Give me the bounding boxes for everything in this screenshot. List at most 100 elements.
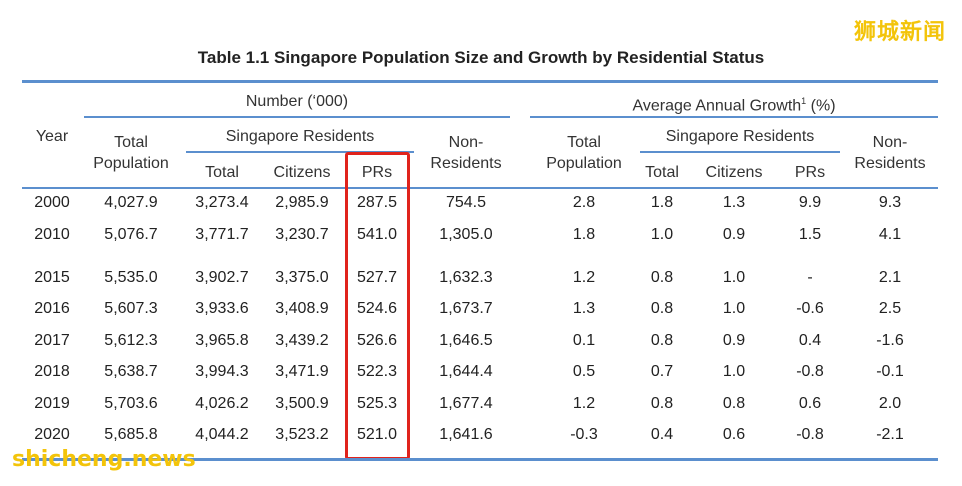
header-total-population: Total Population [86,132,176,174]
header-total-population-line1: Total [114,134,148,151]
cell-citizens: 3,230.7 [275,226,329,243]
cell-citizens: 3,500.9 [275,395,329,412]
cell-total-population: 5,612.3 [104,332,158,349]
header-total-population-line2: Population [93,155,169,172]
cell-growth-total-population: 1.8 [572,226,596,243]
cell-total-population: 5,607.3 [104,300,158,317]
cell-growth-citizens: 0.9 [722,332,746,349]
cell-residents-total: 3,273.4 [195,194,249,211]
cell-growth-total-population: 1.3 [572,300,596,317]
top-rule [22,80,938,83]
header-growth-non-residents-line2: Residents [854,155,926,172]
header-growth-non-residents-line1: Non- [872,134,908,151]
header-number-group: Number (‘000) [245,93,349,110]
cell-growth-residents-total: 0.8 [650,269,674,286]
cell-non-residents: 1,644.4 [439,363,493,380]
bottom-rule [22,458,938,461]
cell-residents-total: 3,933.6 [195,300,249,317]
watermark-site: shicheng.news [12,447,196,472]
header-year: Year [35,128,69,145]
cell-growth-non-residents: 4.1 [878,226,902,243]
cell-growth-citizens: 1.0 [722,300,746,317]
header-growth-total-population-line1: Total [567,134,601,151]
cell-growth-non-residents: 2.0 [878,395,902,412]
cell-growth-residents-total: 0.8 [650,395,674,412]
cell-residents-total: 4,026.2 [195,395,249,412]
cell-year: 2020 [34,426,70,443]
cell-year: 2017 [34,332,70,349]
header-non-residents-line1: Non- [448,134,484,151]
growth-residents-underline [640,151,840,153]
cell-prs: 526.6 [356,332,398,349]
cell-growth-residents-total: 0.8 [650,300,674,317]
cell-non-residents: 1,673.7 [439,300,493,317]
cell-growth-residents-total: 1.0 [650,226,674,243]
cell-non-residents: 1,632.3 [439,269,493,286]
cell-growth-total-population: 0.5 [572,363,596,380]
cell-growth-non-residents: -1.6 [876,332,904,349]
header-growth-residents-total: Total [645,164,679,181]
header-non-residents: Non- Residents [418,132,514,174]
cell-growth-total-population: 1.2 [572,395,596,412]
cell-growth-citizens: 1.3 [722,194,746,211]
cell-growth-prs: 9.9 [798,194,822,211]
watermark-logo-chinese: 狮城新闻 [853,20,946,45]
cell-residents-total: 3,902.7 [195,269,249,286]
cell-growth-non-residents: -0.1 [876,363,904,380]
cell-growth-total-population: 2.8 [572,194,596,211]
cell-growth-prs: -0.8 [796,426,824,443]
header-growth-singapore-residents: Singapore Residents [665,128,815,145]
cell-growth-citizens: 0.8 [722,395,746,412]
cell-total-population: 4,027.9 [104,194,158,211]
header-growth-citizens: Citizens [705,164,763,181]
number-residents-underline [186,151,414,153]
cell-non-residents: 1,641.6 [439,426,493,443]
cell-prs: 524.6 [356,300,398,317]
cell-citizens: 3,408.9 [275,300,329,317]
cell-growth-total-population: 0.1 [572,332,596,349]
cell-growth-non-residents: 2.1 [878,269,902,286]
cell-growth-residents-total: 1.8 [650,194,674,211]
header-growth-non-residents: Non- Residents [842,132,938,174]
header-growth-total-population-line2: Population [546,155,622,172]
header-prs: PRs [361,164,393,181]
cell-growth-prs: 0.6 [798,395,822,412]
header-growth-footnote: 1 [801,96,807,106]
cell-growth-residents-total: 0.8 [650,332,674,349]
cell-year: 2019 [34,395,70,412]
cell-total-population: 5,076.7 [104,226,158,243]
cell-citizens: 3,523.2 [275,426,329,443]
cell-citizens: 2,985.9 [275,194,329,211]
cell-citizens: 3,375.0 [275,269,329,286]
cell-total-population: 5,638.7 [104,363,158,380]
cell-year: 2016 [34,300,70,317]
header-growth-label: Average Annual Growth [632,97,802,115]
number-group-underline [84,116,510,118]
cell-growth-citizens: 0.6 [722,426,746,443]
cell-growth-citizens: 0.9 [722,226,746,243]
cell-growth-prs: -0.6 [796,300,824,317]
cell-growth-non-residents: 9.3 [878,194,902,211]
prs-highlight-box [345,152,410,460]
cell-year: 2000 [34,194,70,211]
cell-residents-total: 4,044.2 [195,426,249,443]
cell-growth-non-residents: -2.1 [876,426,904,443]
growth-group-underline [530,116,938,118]
cell-residents-total: 3,771.7 [195,226,249,243]
cell-non-residents: 1,677.4 [439,395,493,412]
cell-year: 2010 [34,226,70,243]
header-residents-total: Total [205,164,239,181]
table-title: Table 1.1 Singapore Population Size and … [197,48,765,67]
header-non-residents-line2: Residents [430,155,502,172]
cell-prs: 521.0 [356,426,398,443]
cell-total-population: 5,703.6 [104,395,158,412]
cell-growth-prs: -0.8 [796,363,824,380]
cell-non-residents: 1,305.0 [439,226,493,243]
cell-growth-prs: - [807,269,813,286]
cell-prs: 522.3 [356,363,398,380]
cell-year: 2015 [34,269,70,286]
cell-growth-total-population: 1.2 [572,269,596,286]
header-singapore-residents: Singapore Residents [225,128,375,145]
cell-non-residents: 1,646.5 [439,332,493,349]
header-citizens: Citizens [273,164,331,181]
